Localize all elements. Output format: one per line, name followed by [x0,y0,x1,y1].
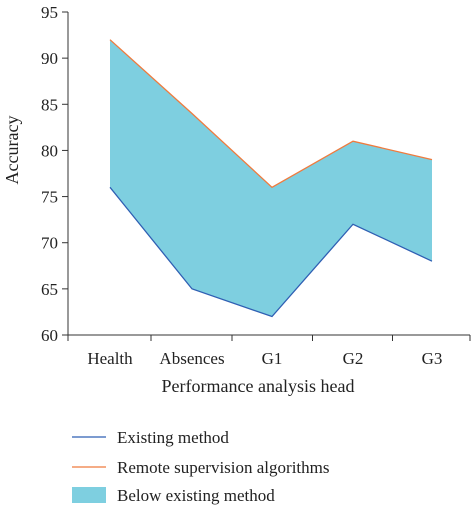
legend: Existing method Remote supervision algor… [72,428,329,505]
legend-swatch-below-existing [72,487,106,503]
x-tick-label-g3: G3 [422,349,443,368]
x-tick-label-absences: Absences [159,349,224,368]
y-tick-label-90: 90 [41,49,58,68]
series-line-1 [109,39,433,189]
x-axis: Health Absences G1 G2 G3 [67,334,471,368]
y-tick-label-75: 75 [41,188,58,207]
y-tick-label-80: 80 [41,141,58,160]
y-tick-label-60: 60 [41,326,58,345]
x-ticks: Health Absences G1 G2 G3 [67,335,471,368]
band-area [110,39,432,317]
y-axis: 60 65 70 75 80 85 90 95 [41,3,69,345]
x-tick-label-g2: G2 [343,349,364,368]
series-line-0 [109,186,433,318]
y-tick-label-70: 70 [41,234,58,253]
series-lines [109,39,433,318]
legend-label-remote-supervision: Remote supervision algorithms [117,458,329,477]
x-tick-label-g1: G1 [262,349,283,368]
y-tick-label-95: 95 [41,3,58,22]
y-ticks: 60 65 70 75 80 85 90 95 [41,3,68,345]
y-axis-title: Accuracy [2,116,22,185]
legend-label-existing-method: Existing method [117,428,229,447]
plot-area [109,39,433,318]
legend-label-below-existing: Below existing method [117,486,275,505]
x-axis-title: Performance analysis head [162,376,355,396]
x-tick-label-health: Health [87,349,133,368]
y-tick-label-85: 85 [41,95,58,114]
y-tick-label-65: 65 [41,280,58,299]
